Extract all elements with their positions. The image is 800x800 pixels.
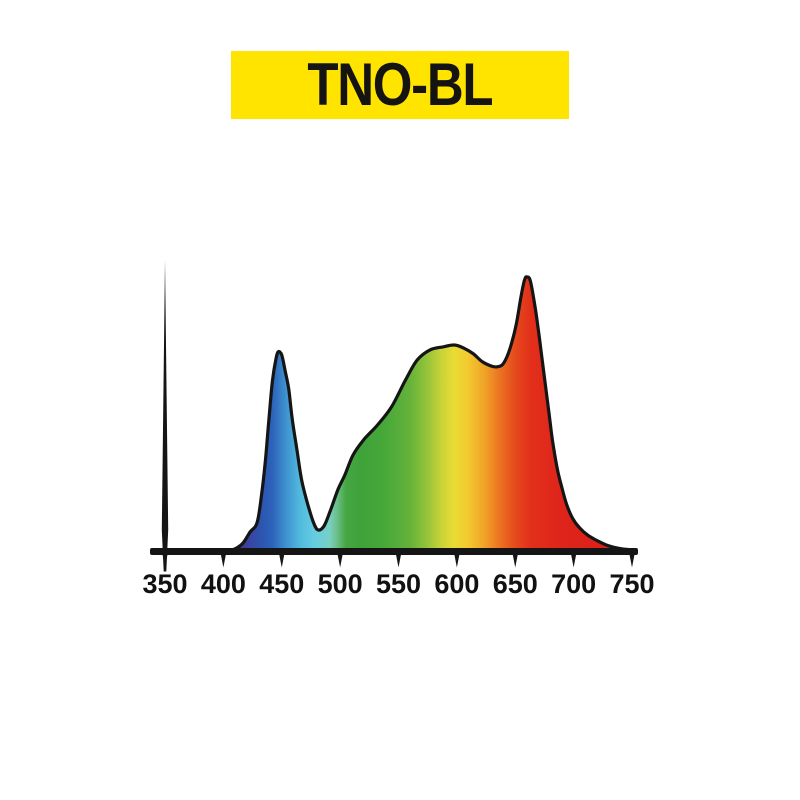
x-tick-label: 350	[142, 569, 187, 599]
x-tick-mark	[512, 552, 519, 568]
x-tick-mark	[395, 552, 402, 568]
x-tick-label: 650	[493, 569, 538, 599]
x-tick-mark	[629, 552, 635, 568]
x-tick-mark	[337, 552, 344, 568]
x-tick-mark	[220, 552, 227, 568]
x-tick-mark	[162, 552, 168, 568]
x-tick-label: 750	[609, 569, 654, 599]
x-tick-label: 550	[376, 569, 421, 599]
x-tick-mark	[278, 552, 285, 568]
x-tick-mark	[570, 552, 577, 568]
title-banner: TNO-BL	[231, 51, 569, 119]
spectrum-curve	[227, 275, 634, 554]
x-tick-label: 600	[434, 569, 479, 599]
y-axis-line	[161, 260, 169, 572]
x-axis-labels: 350 400 450 500 550 600 650 700 750	[142, 569, 654, 599]
x-tick-label: 700	[551, 569, 596, 599]
x-axis-ticks	[162, 552, 635, 568]
x-tick-mark	[453, 552, 460, 568]
x-tick-label: 450	[259, 569, 304, 599]
x-tick-label: 500	[318, 569, 363, 599]
x-tick-label: 400	[201, 569, 246, 599]
product-name-label: TNO-BL	[307, 51, 494, 118]
